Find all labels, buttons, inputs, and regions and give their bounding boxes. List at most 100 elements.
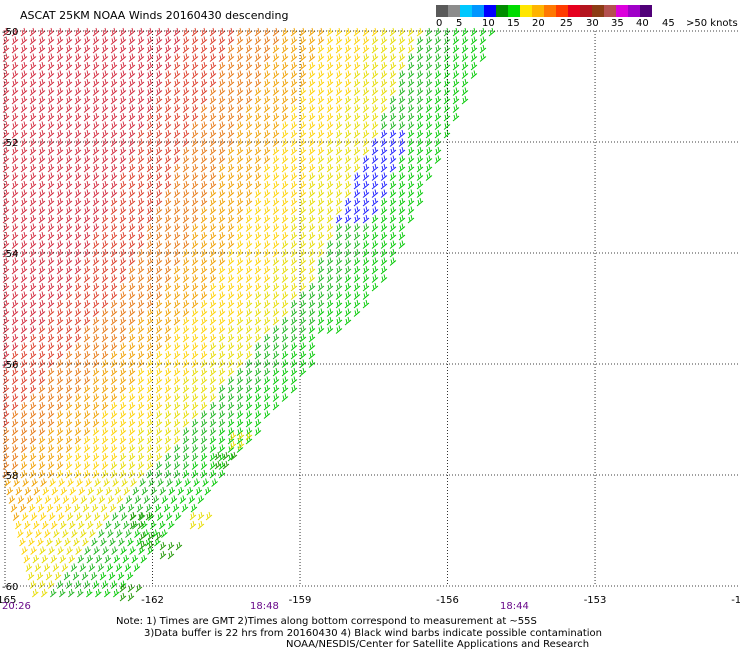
wind-barb (92, 418, 100, 428)
wind-barb (236, 367, 244, 377)
wind-barb (2, 393, 10, 402)
wind-barb (101, 27, 109, 37)
wind-barb (23, 554, 31, 564)
wind-barb (281, 36, 289, 45)
wind-barb (236, 163, 244, 173)
wind-barb (182, 121, 190, 130)
wind-barb (389, 180, 397, 190)
wind-barb (272, 129, 280, 139)
wind-barb (38, 580, 46, 589)
wind-barb (236, 53, 244, 62)
wind-barb (56, 435, 64, 445)
wind-barb (263, 70, 271, 79)
wind-barb (2, 316, 10, 326)
wind-barb (112, 478, 119, 487)
wind-barb (92, 350, 100, 360)
wind-barb (74, 95, 82, 105)
wind-barb (236, 70, 244, 79)
wind-barb (227, 129, 235, 139)
wind-barb (47, 452, 55, 462)
wind-barb (101, 350, 109, 360)
wind-barb (137, 27, 145, 37)
wind-barb (34, 563, 42, 572)
wind-barb (389, 95, 397, 105)
wind-barb (119, 418, 127, 428)
wind-barb (209, 427, 217, 436)
wind-barb (11, 393, 19, 402)
wind-barb (137, 155, 145, 164)
wind-barb (191, 180, 199, 190)
wind-barb (11, 87, 19, 96)
wind-barb (164, 359, 172, 368)
wind-barb (326, 95, 334, 105)
wind-barb (452, 78, 460, 88)
wind-barb (407, 87, 415, 96)
wind-barb (290, 342, 298, 351)
wind-barb (290, 197, 298, 207)
wind-barb (155, 376, 163, 385)
wind-barb (272, 274, 280, 283)
wind-barb (344, 155, 352, 164)
wind-barb (11, 36, 19, 45)
wind-barb (89, 529, 96, 538)
wind-barb (245, 231, 253, 241)
wind-barb (272, 350, 280, 360)
wind-barb (20, 291, 28, 300)
wind-barb (119, 27, 127, 37)
wind-barb (95, 554, 103, 564)
wind-barb (443, 61, 451, 71)
wind-barb (119, 350, 127, 360)
wind-barb (218, 78, 226, 88)
wind-barb (155, 316, 163, 326)
wind-barb (47, 376, 55, 385)
wind-barb (229, 431, 237, 441)
wind-barb (110, 291, 118, 300)
wind-barb (407, 214, 415, 224)
wind-barb (236, 282, 244, 292)
wind-barb (146, 376, 154, 385)
wind-barb (128, 87, 136, 96)
wind-barb (11, 282, 19, 292)
wind-barb (470, 36, 478, 45)
wind-barb (263, 146, 271, 156)
wind-barb (119, 206, 127, 215)
wind-barb (56, 214, 64, 224)
wind-barb (227, 376, 235, 385)
wind-barb (29, 172, 37, 181)
wind-barb (92, 393, 100, 402)
wind-barb (65, 461, 73, 470)
wind-barb (47, 138, 55, 147)
wind-barb (128, 53, 136, 62)
wind-barb (173, 112, 181, 122)
wind-barb (57, 512, 65, 521)
wind-barb (29, 299, 37, 309)
wind-barb (218, 70, 226, 79)
wind-barb (344, 197, 352, 207)
wind-barb (407, 78, 415, 88)
wind-barb (209, 282, 217, 292)
wind-barb (137, 214, 145, 224)
wind-barb (263, 27, 271, 37)
wind-barb (200, 240, 208, 249)
wind-barb (344, 27, 352, 37)
wind-barb (182, 129, 190, 139)
wind-barb (380, 240, 388, 249)
wind-barb (137, 367, 145, 377)
wind-barb (111, 512, 119, 521)
legend-swatch (580, 5, 592, 17)
wind-barb (146, 155, 154, 164)
wind-barb (47, 325, 55, 334)
wind-speed-legend: 0 5 10 15 20 25 30 35 40 45 >50 knots (436, 5, 738, 31)
wind-barb (119, 410, 127, 419)
wind-barb (182, 427, 190, 436)
wind-barb (164, 231, 172, 241)
wind-barb (59, 554, 67, 564)
wind-barb (380, 27, 388, 37)
wind-barb (47, 580, 55, 589)
wind-barb (2, 180, 10, 190)
wind-barb (200, 384, 208, 394)
wind-barb (389, 206, 397, 215)
wind-barb (308, 104, 316, 113)
wind-barb (326, 104, 334, 113)
wind-barb (92, 138, 100, 147)
